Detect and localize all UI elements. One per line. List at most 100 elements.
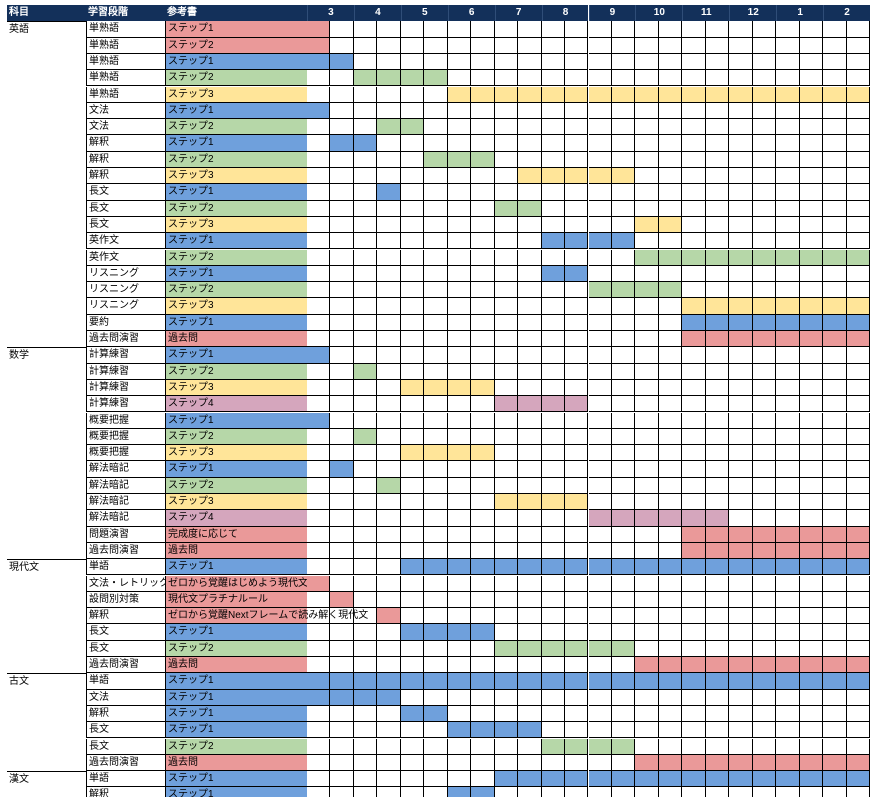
schedule-cell[interactable]	[447, 771, 472, 788]
schedule-cell[interactable]	[307, 608, 331, 625]
stage-cell[interactable]: 単熟語	[86, 86, 165, 103]
schedule-cell[interactable]	[588, 86, 612, 103]
schedule-cell[interactable]	[799, 119, 824, 136]
schedule-cell[interactable]	[353, 705, 378, 723]
schedule-cell[interactable]	[588, 379, 612, 397]
schedule-cell[interactable]	[752, 494, 777, 511]
schedule-cell[interactable]	[541, 151, 566, 168]
stage-cell[interactable]: 過去問演習	[86, 754, 165, 772]
schedule-cell[interactable]	[846, 510, 870, 527]
schedule-cell[interactable]	[471, 412, 495, 429]
schedule-cell[interactable]	[353, 477, 378, 494]
schedule-cell[interactable]	[729, 265, 753, 283]
schedule-cell[interactable]	[682, 135, 706, 152]
schedule-cell[interactable]	[377, 526, 401, 543]
schedule-cell[interactable]	[307, 200, 331, 217]
schedule-cell[interactable]	[400, 265, 425, 283]
schedule-cell[interactable]	[729, 21, 753, 38]
schedule-cell[interactable]	[611, 379, 636, 397]
schedule-cell[interactable]	[705, 705, 730, 723]
schedule-cell[interactable]	[471, 754, 495, 772]
schedule-cell[interactable]	[799, 53, 824, 71]
schedule-cell[interactable]	[658, 119, 683, 136]
schedule-cell[interactable]	[541, 298, 566, 315]
schedule-cell[interactable]	[752, 314, 777, 331]
schedule-cell[interactable]	[424, 265, 448, 283]
schedule-cell[interactable]	[752, 200, 777, 217]
schedule-cell[interactable]	[823, 298, 847, 315]
schedule-cell[interactable]	[729, 787, 753, 797]
schedule-cell[interactable]	[471, 461, 495, 478]
schedule-cell[interactable]	[424, 640, 448, 657]
schedule-cell[interactable]	[424, 70, 448, 87]
schedule-cell[interactable]	[307, 168, 331, 185]
schedule-cell[interactable]	[658, 135, 683, 152]
schedule-cell[interactable]	[635, 461, 659, 478]
schedule-cell[interactable]	[565, 70, 589, 87]
schedule-cell[interactable]	[799, 705, 824, 723]
schedule-cell[interactable]	[518, 184, 542, 201]
schedule-cell[interactable]	[776, 591, 800, 609]
schedule-cell[interactable]	[658, 233, 683, 250]
schedule-cell[interactable]	[776, 216, 800, 234]
schedule-cell[interactable]	[658, 771, 683, 788]
schedule-cell[interactable]	[752, 412, 777, 429]
subject-cell[interactable]	[7, 657, 86, 673]
schedule-cell[interactable]	[588, 298, 612, 315]
schedule-cell[interactable]	[799, 233, 824, 250]
schedule-cell[interactable]	[565, 151, 589, 168]
schedule-cell[interactable]	[353, 559, 378, 576]
schedule-cell[interactable]	[518, 494, 542, 511]
schedule-cell[interactable]	[823, 771, 847, 788]
schedule-cell[interactable]	[447, 184, 472, 201]
schedule-cell[interactable]	[353, 754, 378, 772]
schedule-cell[interactable]	[776, 445, 800, 462]
schedule-cell[interactable]	[729, 249, 753, 266]
schedule-cell[interactable]	[400, 53, 425, 71]
schedule-cell[interactable]	[353, 379, 378, 397]
schedule-cell[interactable]	[658, 559, 683, 576]
schedule-cell[interactable]	[635, 135, 659, 152]
subject-cell[interactable]	[7, 266, 86, 282]
schedule-cell[interactable]	[471, 396, 495, 413]
stage-cell[interactable]: 単語	[86, 559, 165, 576]
schedule-cell[interactable]	[307, 119, 331, 136]
subject-cell[interactable]	[7, 152, 86, 168]
schedule-cell[interactable]	[729, 542, 753, 560]
schedule-cell[interactable]	[447, 314, 472, 331]
schedule-cell[interactable]	[565, 738, 589, 755]
schedule-cell[interactable]	[471, 445, 495, 462]
schedule-cell[interactable]	[400, 428, 425, 446]
stage-cell[interactable]: 英作文	[86, 233, 165, 250]
schedule-cell[interactable]	[541, 445, 566, 462]
schedule-cell[interactable]	[635, 86, 659, 103]
schedule-cell[interactable]	[424, 184, 448, 201]
schedule-cell[interactable]	[588, 461, 612, 478]
schedule-cell[interactable]	[330, 689, 354, 706]
stage-cell[interactable]: 解釈	[86, 608, 165, 625]
schedule-cell[interactable]	[400, 575, 425, 592]
schedule-cell[interactable]	[776, 53, 800, 71]
schedule-cell[interactable]	[682, 233, 706, 250]
schedule-cell[interactable]	[823, 754, 847, 772]
schedule-cell[interactable]	[447, 705, 472, 723]
subject-cell[interactable]: 古文	[7, 673, 86, 689]
schedule-cell[interactable]	[799, 86, 824, 103]
schedule-cell[interactable]	[307, 591, 331, 609]
schedule-cell[interactable]	[823, 689, 847, 706]
schedule-cell[interactable]	[635, 738, 659, 755]
schedule-cell[interactable]	[377, 216, 401, 234]
schedule-cell[interactable]	[400, 282, 425, 299]
schedule-cell[interactable]	[565, 249, 589, 266]
schedule-cell[interactable]	[658, 461, 683, 478]
schedule-cell[interactable]	[658, 331, 683, 348]
stage-cell[interactable]: 単熟語	[86, 53, 165, 71]
schedule-cell[interactable]	[729, 233, 753, 250]
schedule-cell[interactable]	[400, 542, 425, 560]
schedule-cell[interactable]	[682, 53, 706, 71]
schedule-cell[interactable]	[353, 461, 378, 478]
schedule-cell[interactable]	[400, 591, 425, 609]
book-cell[interactable]: ステップ1	[165, 412, 307, 429]
schedule-cell[interactable]	[611, 657, 636, 674]
month-header-8[interactable]: 8	[541, 5, 589, 22]
